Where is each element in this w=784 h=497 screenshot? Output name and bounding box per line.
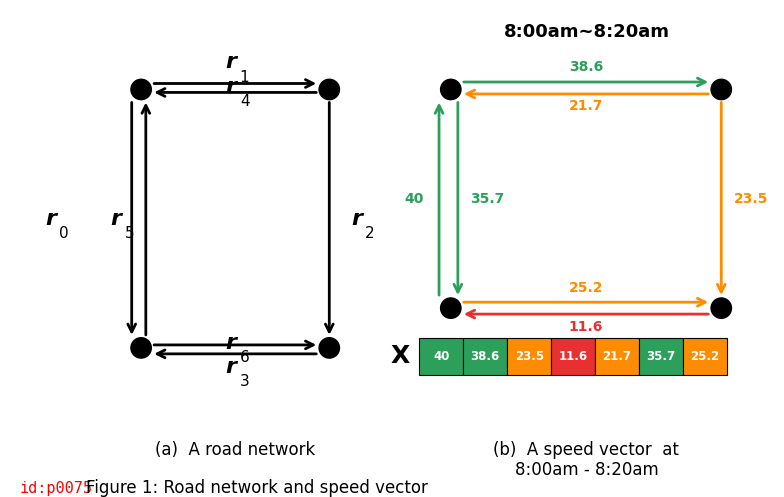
Text: 1: 1 <box>240 70 249 84</box>
Text: 4: 4 <box>240 94 249 109</box>
Text: 5: 5 <box>125 226 134 241</box>
Text: 40: 40 <box>405 192 423 206</box>
Text: 38.6: 38.6 <box>569 60 603 74</box>
Text: 23.5: 23.5 <box>734 192 768 206</box>
Bar <box>551 338 595 375</box>
Ellipse shape <box>711 298 731 319</box>
Text: 21.7: 21.7 <box>569 99 603 113</box>
Text: r: r <box>351 209 362 229</box>
Text: 35.7: 35.7 <box>646 350 676 363</box>
Text: 8:00am~8:20am: 8:00am~8:20am <box>503 23 670 41</box>
Text: 23.5: 23.5 <box>514 350 544 363</box>
Text: 2: 2 <box>365 226 375 241</box>
Text: 21.7: 21.7 <box>603 350 631 363</box>
Text: 25.2: 25.2 <box>690 350 720 363</box>
Text: (b)  A speed vector  at: (b) A speed vector at <box>493 441 680 459</box>
Bar <box>419 338 463 375</box>
Ellipse shape <box>319 337 339 358</box>
Text: 11.6: 11.6 <box>558 350 588 363</box>
Bar <box>595 338 639 375</box>
Bar <box>507 338 551 375</box>
Text: 3: 3 <box>240 374 249 389</box>
Text: 35.7: 35.7 <box>470 192 505 206</box>
Text: (a)  A road network: (a) A road network <box>155 441 315 459</box>
Ellipse shape <box>711 79 731 100</box>
Ellipse shape <box>131 337 151 358</box>
Ellipse shape <box>441 298 461 319</box>
Text: 8:00am - 8:20am: 8:00am - 8:20am <box>514 461 659 479</box>
Text: 40: 40 <box>434 350 449 363</box>
Bar <box>463 338 507 375</box>
Ellipse shape <box>319 79 339 100</box>
Text: r: r <box>111 209 122 229</box>
Text: 0: 0 <box>60 226 69 241</box>
Ellipse shape <box>131 79 151 100</box>
Text: X: X <box>390 344 409 368</box>
Text: r: r <box>226 52 237 72</box>
Text: 11.6: 11.6 <box>569 320 603 333</box>
Bar <box>683 338 727 375</box>
Text: 25.2: 25.2 <box>568 281 604 295</box>
Ellipse shape <box>441 79 461 100</box>
Text: id:p0075: id:p0075 <box>20 481 93 496</box>
Text: r: r <box>45 209 56 229</box>
Text: 6: 6 <box>240 350 249 365</box>
Bar <box>639 338 683 375</box>
Text: r: r <box>226 333 237 353</box>
Text: r: r <box>226 77 237 97</box>
Text: 38.6: 38.6 <box>470 350 500 363</box>
Text: r: r <box>226 357 237 377</box>
Text: Figure 1: Road network and speed vector: Figure 1: Road network and speed vector <box>86 479 428 497</box>
